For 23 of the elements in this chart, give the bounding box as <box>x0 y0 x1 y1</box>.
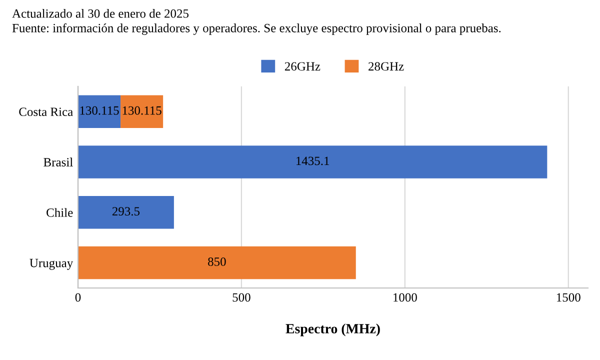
x-tick-label: 1000 <box>394 293 417 302</box>
bar <box>78 246 356 280</box>
data-label: 130.115 <box>122 106 162 115</box>
x-tick-label: 1500 <box>556 293 580 302</box>
data-label: 1435.1 <box>296 156 330 166</box>
x-tick-label: 500 <box>232 293 250 302</box>
x-axis-title: Espectro (MHz) <box>286 324 380 336</box>
data-label: 850 <box>208 257 226 266</box>
bar <box>120 95 164 128</box>
y-tick-label: Costa Rica <box>19 108 73 116</box>
bar <box>78 146 548 178</box>
legend-label: 28GHz <box>368 62 404 71</box>
legend-label: 26GHz <box>284 62 320 71</box>
chart-title: Actualizado al 30 de enero de 2025 <box>12 9 189 18</box>
y-tick-label: Chile <box>46 208 73 217</box>
y-tick-label: Brasil <box>44 158 73 166</box>
source-note: Fuente: información de reguladores y operadores. Se excluye espectro provisional o para pruebas. <box>12 23 501 35</box>
data-label: 130.115 <box>80 106 119 115</box>
y-tick-label: Uruguay <box>30 258 74 270</box>
bar <box>78 95 121 128</box>
data-label: 293.5 <box>112 207 140 216</box>
x-tick-label: 0 <box>75 293 81 302</box>
bar <box>78 196 174 229</box>
